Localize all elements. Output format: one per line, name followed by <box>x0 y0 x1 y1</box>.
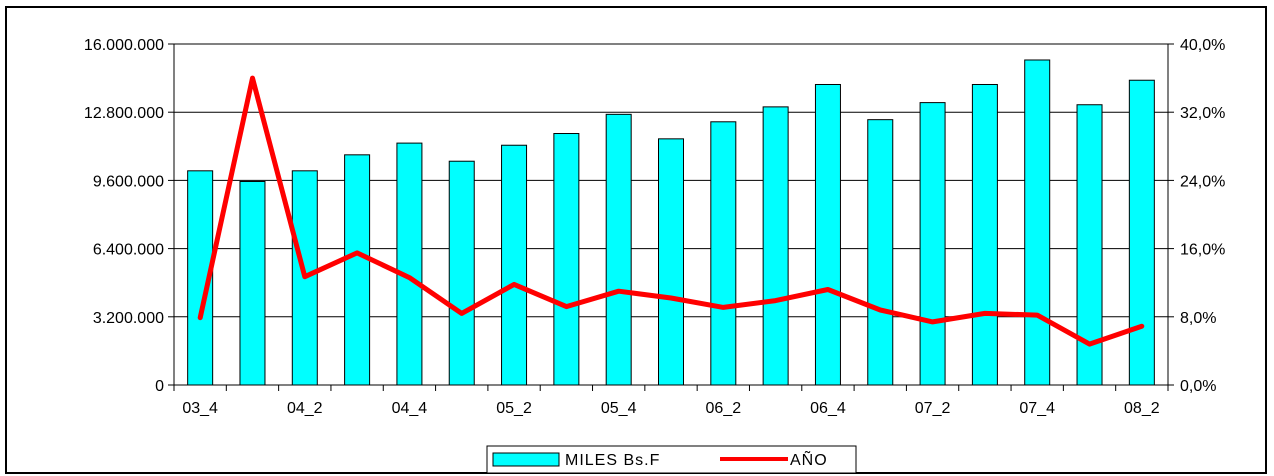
bar <box>501 144 528 386</box>
x-axis-tick-label: 04_4 <box>392 400 428 417</box>
line-point <box>304 276 306 278</box>
x-axis-labels: 03_4 04_2 04_4 05_2 05_4 06_2 06_4 07_2 07_4 08_2 <box>182 400 1159 417</box>
left-axis-tick-label: 0 <box>155 378 164 395</box>
line-point <box>461 312 463 314</box>
bar <box>971 83 998 386</box>
line-point <box>1089 343 1091 345</box>
x-axis-tick-label: 05_4 <box>601 400 637 417</box>
bar <box>239 180 266 386</box>
x-axis-tick-label: 07_2 <box>915 400 951 417</box>
line-point <box>932 321 934 323</box>
x-axis-tick-label: 04_2 <box>287 400 323 417</box>
left-axis-tick-label: 12.800.000 <box>84 105 164 122</box>
line-point <box>1141 325 1143 327</box>
axes <box>168 43 1174 391</box>
line-point <box>827 289 829 291</box>
line-point <box>408 277 410 279</box>
line-point <box>775 300 777 302</box>
bar <box>553 133 580 386</box>
bar <box>1128 79 1155 386</box>
bar-series <box>187 59 1155 386</box>
line-point <box>879 309 881 311</box>
bar <box>396 142 423 386</box>
left-y-axis-labels: 0 3.200.000 6.400.000 9.600.000 12.800.000 16… <box>84 37 164 395</box>
line-point <box>356 252 358 254</box>
line-point <box>618 290 620 292</box>
x-axis-tick-label: 07_4 <box>1019 400 1055 417</box>
bar <box>710 121 737 386</box>
bar <box>1024 59 1051 386</box>
left-axis-tick-label: 6.400.000 <box>93 242 164 259</box>
bar <box>814 83 841 386</box>
line-point <box>984 312 986 314</box>
left-axis-tick-label: 3.200.000 <box>93 310 164 327</box>
legend-swatch-bar <box>492 452 560 467</box>
right-axis-tick-label: 16,0% <box>1180 242 1225 259</box>
line-point <box>251 77 253 79</box>
bar <box>762 106 789 386</box>
line-point <box>670 297 672 299</box>
right-axis-tick-label: 40,0% <box>1180 37 1225 54</box>
bar <box>344 154 371 386</box>
bar <box>448 160 475 386</box>
x-axis-tick-label: 08_2 <box>1124 400 1160 417</box>
legend-label-line: AÑO <box>790 449 828 469</box>
legend: MILES Bs.F AÑO <box>486 445 857 474</box>
left-axis-tick-label: 9.600.000 <box>93 173 164 190</box>
bar <box>658 138 684 386</box>
line-point <box>1036 314 1038 316</box>
right-y-axis-labels: 0,0% 8,0% 16,0% 24,0% 32,0% 40,0% <box>1180 37 1225 395</box>
right-axis-tick-label: 0,0% <box>1180 378 1216 395</box>
right-axis-tick-label: 8,0% <box>1180 310 1216 327</box>
bar <box>919 102 946 386</box>
line-point <box>722 306 724 308</box>
bar <box>605 113 632 386</box>
line-point <box>565 306 567 308</box>
line-point <box>199 317 201 319</box>
line-point <box>513 283 515 285</box>
x-axis-tick-label: 03_4 <box>182 400 218 417</box>
bar <box>867 119 894 386</box>
x-axis-tick-label: 06_4 <box>810 400 846 417</box>
legend-label-bar: MILES Bs.F <box>565 452 660 469</box>
right-axis-tick-label: 32,0% <box>1180 105 1225 122</box>
right-axis-tick-label: 24,0% <box>1180 173 1225 190</box>
x-axis-tick-label: 05_2 <box>496 400 532 417</box>
line-series <box>197 75 1145 347</box>
left-axis-tick-label: 16.000.000 <box>84 37 164 54</box>
x-axis-tick-label: 06_2 <box>706 400 742 417</box>
